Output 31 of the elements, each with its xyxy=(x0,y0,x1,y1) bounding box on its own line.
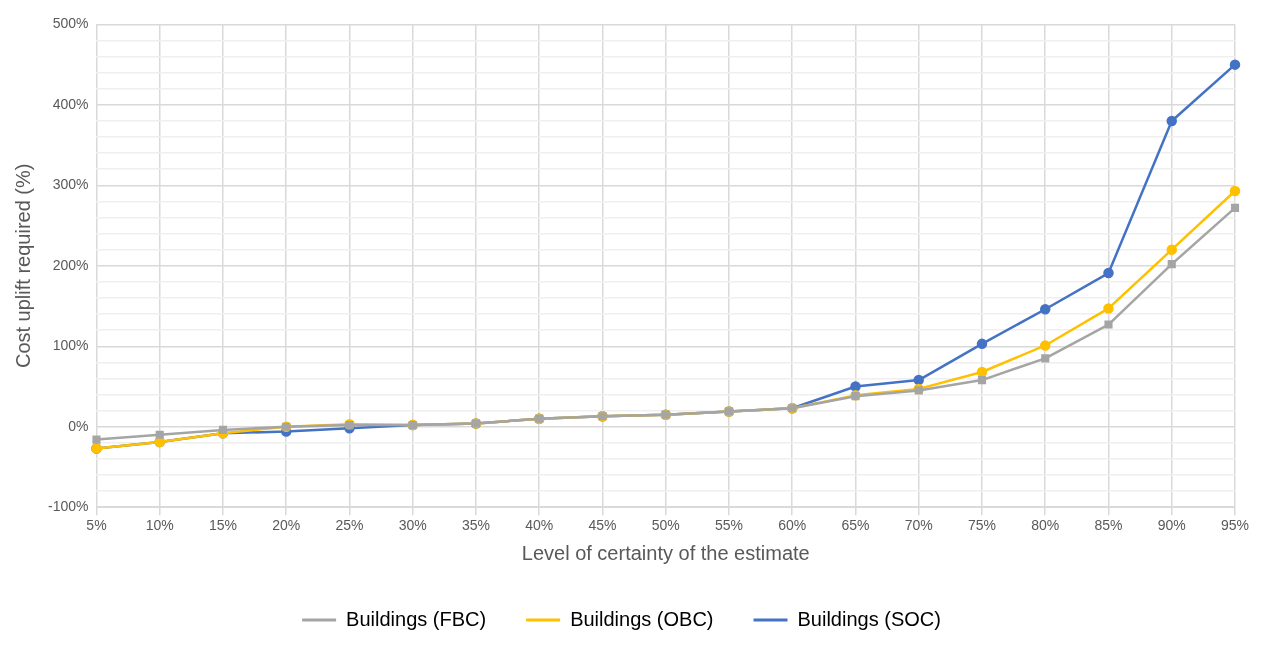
x-tick-label: 20% xyxy=(272,517,301,534)
x-tick-label: 90% xyxy=(1157,517,1186,534)
y-tick-label: 0% xyxy=(68,417,89,434)
y-tick-label: 300% xyxy=(52,176,89,193)
x-tick-label: 30% xyxy=(398,517,427,534)
x-tick-label: 10% xyxy=(145,517,174,534)
y-tick-label: 400% xyxy=(52,95,89,112)
x-tick-label: 15% xyxy=(208,517,237,534)
x-tick-label: 5% xyxy=(86,517,107,534)
legend-label: Buildings (OBC) xyxy=(570,607,714,630)
legend-label: Buildings (SOC) xyxy=(797,607,941,630)
x-axis-title: Level of certainty of the estimate xyxy=(521,541,810,564)
x-tick-label: 50% xyxy=(651,517,680,534)
legend-label: Buildings (FBC) xyxy=(346,607,487,630)
x-tick-label: 95% xyxy=(1220,517,1250,534)
x-tick-label: 35% xyxy=(461,517,490,534)
x-tick-label: 80% xyxy=(1031,517,1060,534)
y-tick-label: -100% xyxy=(48,498,89,515)
x-tick-label: 60% xyxy=(778,517,807,534)
x-tick-label: 75% xyxy=(967,517,997,534)
y-axis-title: Cost uplift required (%) xyxy=(11,163,34,369)
x-tick-label: 45% xyxy=(588,517,617,534)
x-tick-label: 25% xyxy=(335,517,364,534)
x-tick-label: 70% xyxy=(904,517,933,534)
x-tick-label: 85% xyxy=(1094,517,1123,534)
y-tick-label: 200% xyxy=(52,256,89,273)
y-tick-label: 100% xyxy=(52,337,89,354)
x-tick-label: 40% xyxy=(525,517,554,534)
x-tick-label: 55% xyxy=(714,517,743,534)
y-tick-label: 500% xyxy=(52,15,89,32)
x-tick-label: 65% xyxy=(841,517,870,534)
